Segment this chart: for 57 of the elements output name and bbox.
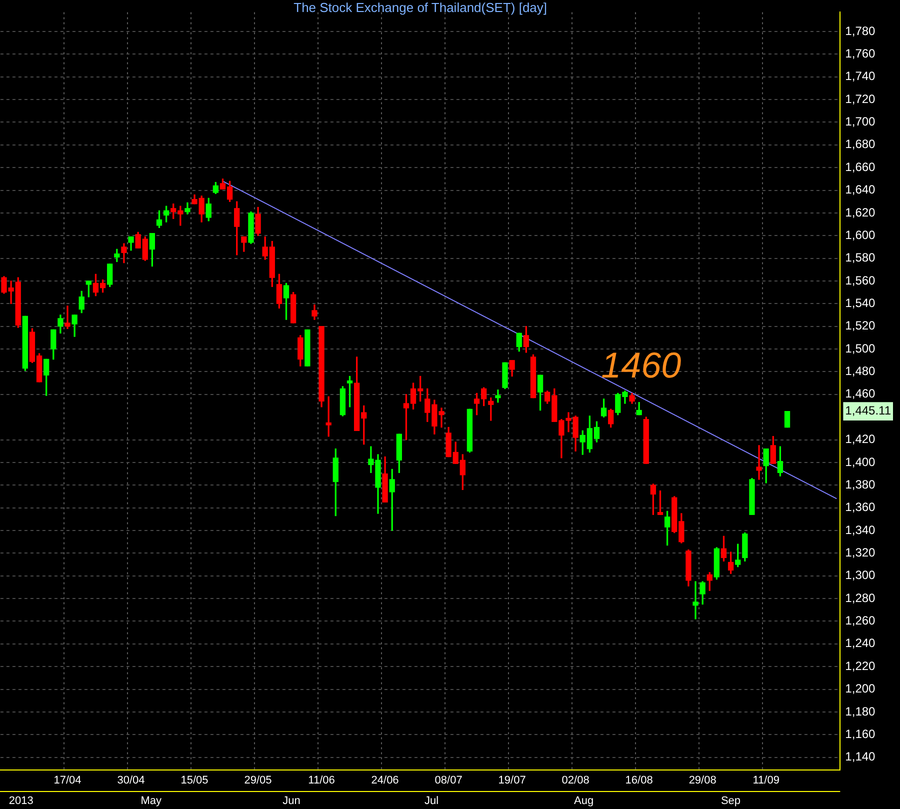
y-tick-label: 1,360 [845,500,876,514]
candlestick [495,390,501,403]
y-tick-label: 1,680 [845,137,876,152]
y-tick-label: 1,420 [845,432,876,446]
y-tick-label: 1,260 [845,614,876,628]
y-tick-label: 1,280 [845,590,876,605]
x-tick-label: 16/08 [625,774,653,786]
y-tick-label: 1,760 [845,46,876,60]
y-tick-label: 1,700 [845,114,876,129]
y-tick-label: 1,160 [845,726,876,741]
x-tick-label: 29/05 [244,774,272,786]
x-tick-label: 30/04 [117,774,145,786]
candlestick [64,306,70,329]
y-tick-label: 1,780 [845,24,876,38]
y-tick-label: 1,445.11 [845,404,892,418]
text: Jul [424,795,439,808]
x-tick-label: 08/07 [434,774,462,786]
y-tick-label: 1,560 [845,273,876,288]
y-tick-label: 1,520 [845,318,876,333]
x-tick-label: 02/08 [562,774,590,786]
text: Jun [282,795,300,808]
y-tick-label: 1,580 [845,250,876,265]
y-tick-label: 1,620 [845,205,876,220]
candlestick [692,581,698,620]
y-tick-label: 1,600 [845,228,876,242]
y-tick-label: 1,320 [845,545,876,560]
chart-title: The Stock Exchange of Thailand(SET) [day] [294,0,548,16]
y-tick-label: 1,380 [845,477,876,492]
y-tick-label: 1,340 [845,522,876,537]
y-tick-label: 1,460 [845,386,876,401]
y-tick-label: 1,660 [845,160,876,174]
y-tick-label: 1,220 [845,658,876,673]
y-tick-label: 1,640 [845,182,876,197]
text: 2013 [8,795,34,808]
y-tick-label: 1,140 [845,750,876,764]
text: Aug [574,795,594,808]
annotation: 1460 [601,344,682,386]
y-tick-label: 1,540 [845,296,876,310]
x-tick-label: 11/06 [308,774,335,786]
x-tick-label: 24/06 [371,774,399,786]
candlestick [756,445,762,480]
text: May [140,795,162,808]
text: Sep [720,795,741,808]
y-tick-label: 1,480 [845,364,876,378]
x-tick-label: 11/09 [752,774,780,786]
y-tick-label: 1,240 [845,636,876,650]
y-tick-label: 1,400 [845,454,876,469]
x-tick-label: 15/05 [180,774,208,786]
x-tick-label: 29/08 [688,774,716,786]
y-tick-label: 1,300 [845,568,876,582]
x-tick-label: 19/07 [498,774,526,786]
y-tick-label: 1,740 [845,69,876,84]
y-tick-label: 1,720 [845,92,876,106]
y-tick-label: 1,200 [845,682,876,696]
y-tick-label: 1,500 [845,341,876,356]
y-tick-label: 1,180 [845,704,876,718]
x-tick-label: 17/04 [54,774,82,786]
